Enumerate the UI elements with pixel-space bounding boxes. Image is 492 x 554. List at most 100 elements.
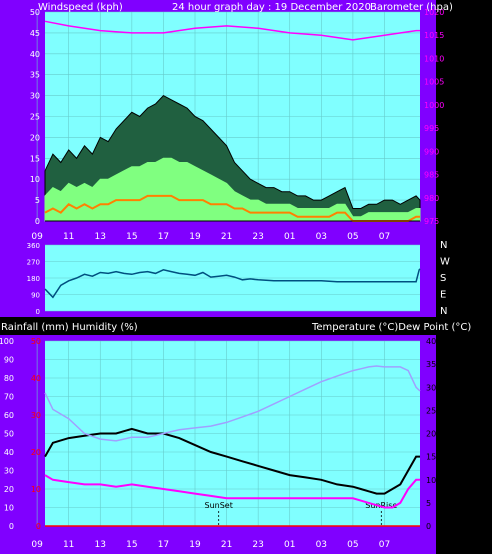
wind-right-tick-label: 1020 bbox=[424, 8, 444, 17]
sun-marker-label: SunRise bbox=[365, 501, 397, 510]
wind-left-tick-label: 50 bbox=[30, 8, 40, 17]
wind-left-tick-label: 20 bbox=[30, 133, 40, 142]
wind-x-tick-label: 05 bbox=[347, 232, 358, 242]
temp-x-tick-label: 15 bbox=[126, 540, 137, 550]
wind-right-tick-label: 975 bbox=[424, 217, 439, 226]
humidity-tick-label: 80 bbox=[4, 374, 14, 383]
wind-left-tick-label: 0 bbox=[35, 217, 40, 226]
temp-x-tick-label: 01 bbox=[284, 540, 295, 550]
temp-grid bbox=[36, 340, 420, 527]
temp-series: SunSet SunRise bbox=[44, 365, 421, 527]
compass-label: W bbox=[440, 257, 450, 268]
wind-right-tick-label: 990 bbox=[424, 147, 439, 156]
direction-tick-label: 0 bbox=[36, 308, 40, 316]
wind-left-tick-label: 35 bbox=[30, 71, 40, 80]
wind-right-tick-label: 1010 bbox=[424, 54, 444, 63]
temp-right-tick-label: 0 bbox=[426, 522, 431, 531]
temp-right-tick-label: 20 bbox=[426, 430, 436, 439]
humidity-tick-label: 0 bbox=[9, 522, 14, 531]
rain-tick-label: 20 bbox=[31, 448, 41, 457]
temp-x-tick-label: 23 bbox=[252, 540, 263, 550]
temp-right-tick-label: 5 bbox=[426, 499, 431, 508]
humidity-tick-label: 90 bbox=[4, 356, 14, 365]
humidity-tick-label: 100 bbox=[0, 337, 14, 346]
wind-x-tick-label: 01 bbox=[284, 232, 295, 242]
wind-left-tick-label: 30 bbox=[30, 92, 40, 101]
temp-right-tick-label: 25 bbox=[426, 406, 436, 415]
temp-x-tick-label: 21 bbox=[221, 540, 232, 550]
rain-tick-label: 50 bbox=[31, 337, 41, 346]
wind-series bbox=[44, 20, 421, 222]
wind-axes: 0510152025303540455097598098599099510001… bbox=[30, 8, 445, 242]
wind-x-tick-label: 15 bbox=[126, 232, 137, 242]
temp-x-tick-label: 03 bbox=[316, 540, 327, 550]
wind-right-tick-label: 980 bbox=[424, 194, 439, 203]
temp-right-tick-label: 10 bbox=[426, 476, 436, 485]
temp-axes: 0102030405060708090100010203040500510152… bbox=[0, 337, 436, 550]
direction-tick-label: 360 bbox=[27, 242, 40, 250]
direction-tick-label: 90 bbox=[31, 292, 40, 300]
humidity-tick-label: 20 bbox=[4, 485, 14, 494]
temp-right-axis-label: Temperature (°C)Dew Point (°C) bbox=[311, 322, 471, 333]
wind-left-tick-label: 45 bbox=[30, 29, 40, 38]
rain-tick-label: 30 bbox=[31, 411, 41, 420]
humidity-tick-label: 50 bbox=[4, 430, 14, 439]
wind-right-tick-label: 1000 bbox=[424, 101, 444, 110]
wind-x-tick-label: 21 bbox=[221, 232, 232, 242]
direction-tick-label: 180 bbox=[27, 275, 40, 283]
wind-x-tick-label: 11 bbox=[63, 232, 74, 242]
temp-right-tick-label: 40 bbox=[426, 337, 436, 346]
wind-right-axis-label: Barometer (hpa) bbox=[370, 2, 453, 13]
rain-tick-label: 0 bbox=[36, 522, 41, 531]
temp-x-tick-label: 11 bbox=[63, 540, 74, 550]
wind-left-tick-label: 25 bbox=[30, 113, 40, 122]
temp-right-tick-label: 15 bbox=[426, 453, 436, 462]
compass-label: E bbox=[440, 290, 446, 301]
dew-point-series bbox=[44, 474, 420, 509]
temp-right-tick-label: 30 bbox=[426, 383, 436, 392]
temp-x-tick-label: 09 bbox=[31, 540, 43, 550]
compass-label: N bbox=[440, 306, 447, 317]
wind-right-tick-label: 1015 bbox=[424, 31, 444, 40]
wind-x-tick-label: 07 bbox=[379, 232, 390, 242]
compass-label: N bbox=[440, 240, 447, 251]
wind-right-tick-label: 985 bbox=[424, 171, 439, 180]
sun-marker-label: SunSet bbox=[205, 501, 233, 510]
rain-tick-label: 40 bbox=[31, 374, 41, 383]
temp-right-tick-label: 35 bbox=[426, 360, 436, 369]
humidity-tick-label: 60 bbox=[4, 411, 14, 420]
humidity-tick-label: 40 bbox=[4, 448, 14, 457]
temp-x-tick-label: 13 bbox=[95, 540, 106, 550]
wind-right-tick-label: 995 bbox=[424, 124, 439, 133]
temp-left-axis-label: Rainfall (mm) Humidity (%) bbox=[1, 322, 138, 333]
wind-direction-series bbox=[44, 268, 421, 299]
wind-right-tick-label: 1005 bbox=[424, 78, 444, 87]
wind-x-tick-label: 09 bbox=[31, 232, 43, 242]
compass-label: S bbox=[440, 273, 446, 284]
humidity-series bbox=[44, 365, 421, 442]
wind-x-tick-label: 03 bbox=[316, 232, 327, 242]
temp-x-tick-label: 07 bbox=[379, 540, 390, 550]
wind-left-tick-label: 40 bbox=[30, 50, 40, 59]
direction-tick-label: 270 bbox=[27, 259, 40, 267]
wind-left-tick-label: 5 bbox=[35, 196, 40, 205]
rain-tick-label: 10 bbox=[31, 485, 41, 494]
temp-x-tick-label: 17 bbox=[158, 540, 169, 550]
wind-x-tick-label: 19 bbox=[189, 232, 201, 242]
avg-speed-series bbox=[44, 157, 421, 222]
humidity-tick-label: 30 bbox=[4, 467, 14, 476]
wind-left-tick-label: 10 bbox=[30, 175, 40, 184]
direction-series bbox=[44, 268, 421, 299]
direction-grid bbox=[45, 244, 420, 312]
wind-pressure-panel: 0510152025303540455097598098599099510001… bbox=[0, 0, 453, 243]
humidity-tick-label: 70 bbox=[4, 393, 14, 402]
temperature-series bbox=[44, 427, 420, 495]
wind-x-tick-label: 13 bbox=[95, 232, 106, 242]
humidity-tick-label: 10 bbox=[4, 504, 14, 513]
barometer-series bbox=[44, 20, 420, 41]
temp-humidity-panel: SunSet SunRise 01020304050607080901000102… bbox=[0, 322, 471, 554]
wind-x-tick-label: 23 bbox=[252, 232, 263, 242]
